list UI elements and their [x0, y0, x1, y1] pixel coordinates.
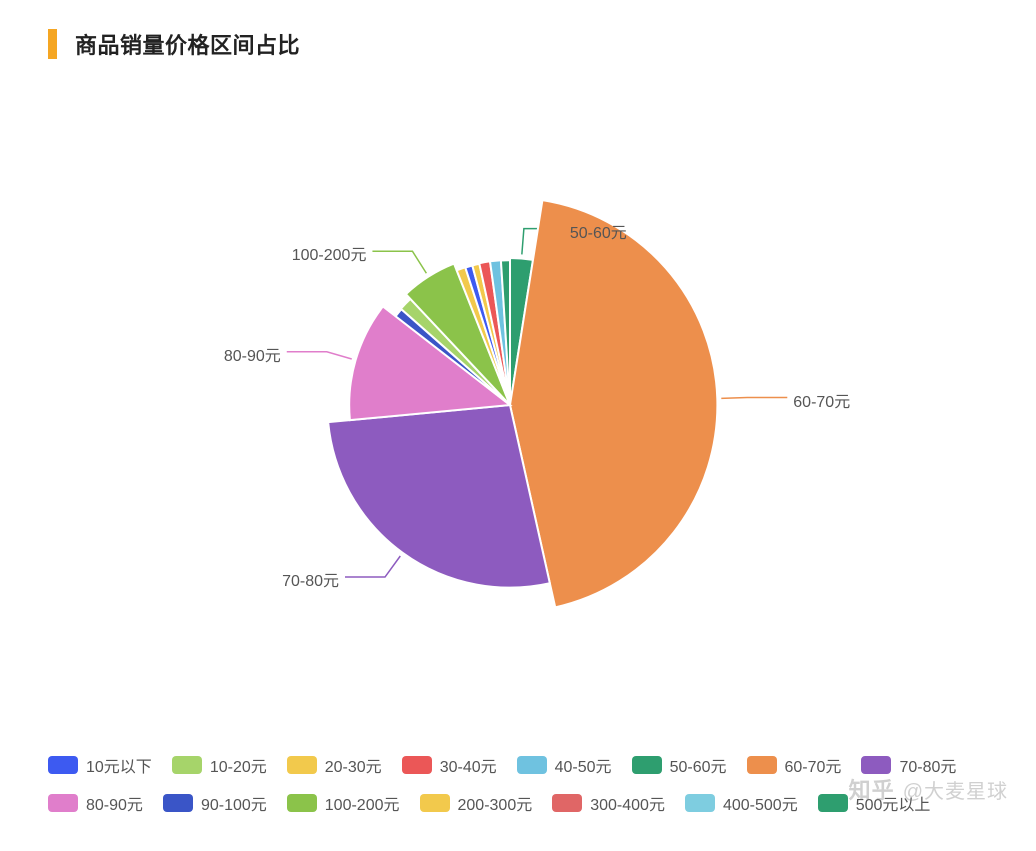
- pie-chart-svg: [0, 60, 1036, 680]
- legend-label: 40-50元: [555, 753, 612, 777]
- leader-line: [721, 398, 787, 399]
- legend-item[interactable]: 300-400元: [552, 791, 665, 815]
- legend-swatch: [552, 794, 582, 812]
- legend-swatch: [48, 794, 78, 812]
- legend-label: 50-60元: [670, 753, 727, 777]
- legend-label: 100-200元: [325, 791, 400, 815]
- slice-label: 70-80元: [282, 567, 339, 591]
- watermark: 知乎 @大麦星球: [849, 773, 1008, 805]
- legend-item[interactable]: 10元以下: [48, 753, 152, 777]
- legend-label: 60-70元: [785, 753, 842, 777]
- legend-swatch: [48, 756, 78, 774]
- legend-swatch: [685, 794, 715, 812]
- legend-label: 30-40元: [440, 753, 497, 777]
- legend-swatch: [861, 756, 891, 774]
- legend-item[interactable]: 400-500元: [685, 791, 798, 815]
- legend-item[interactable]: 50-60元: [632, 753, 727, 777]
- legend-swatch: [632, 756, 662, 774]
- legend: 10元以下 10-20元 20-30元 30-40元 40-50元 50-60元 60-70…: [48, 753, 988, 815]
- chart-header: 商品销量价格区间占比: [0, 0, 1036, 60]
- legend-label: 200-300元: [458, 791, 533, 815]
- legend-item[interactable]: 200-300元: [420, 791, 533, 815]
- legend-item[interactable]: 60-70元: [747, 753, 842, 777]
- legend-item[interactable]: 30-40元: [402, 753, 497, 777]
- title-accent-bar: [48, 29, 57, 59]
- legend-item[interactable]: 100-200元: [287, 791, 400, 815]
- legend-swatch: [402, 756, 432, 774]
- legend-label: 10-20元: [210, 753, 267, 777]
- legend-label: 20-30元: [325, 753, 382, 777]
- legend-label: 80-90元: [86, 791, 143, 815]
- legend-swatch: [287, 756, 317, 774]
- legend-item[interactable]: 80-90元: [48, 791, 143, 815]
- legend-label: 300-400元: [590, 791, 665, 815]
- legend-label: 90-100元: [201, 791, 267, 815]
- legend-swatch: [287, 794, 317, 812]
- legend-item[interactable]: 90-100元: [163, 791, 267, 815]
- legend-item[interactable]: 20-30元: [287, 753, 382, 777]
- watermark-text: @大麦星球: [903, 775, 1008, 804]
- leader-line: [345, 556, 400, 577]
- legend-swatch: [172, 756, 202, 774]
- legend-swatch: [517, 756, 547, 774]
- leader-line: [372, 251, 426, 273]
- pie-chart-area: 50-60元 60-70元 70-80元 80-90元 100-200元: [0, 60, 1036, 680]
- legend-label: 10元以下: [86, 753, 152, 777]
- slice-label: 100-200元: [292, 241, 367, 265]
- watermark-logo: 知乎: [849, 773, 895, 805]
- legend-swatch: [163, 794, 193, 812]
- chart-title: 商品销量价格区间占比: [75, 28, 300, 60]
- legend-item[interactable]: 10-20元: [172, 753, 267, 777]
- legend-swatch: [420, 794, 450, 812]
- leader-line: [287, 352, 352, 359]
- slice-label: 80-90元: [224, 342, 281, 366]
- legend-item[interactable]: 40-50元: [517, 753, 612, 777]
- legend-swatch: [747, 756, 777, 774]
- legend-swatch: [818, 794, 848, 812]
- legend-label: 400-500元: [723, 791, 798, 815]
- slice-label: 60-70元: [793, 388, 850, 412]
- slice-label: 50-60元: [570, 219, 627, 243]
- pie-slice: [328, 405, 550, 588]
